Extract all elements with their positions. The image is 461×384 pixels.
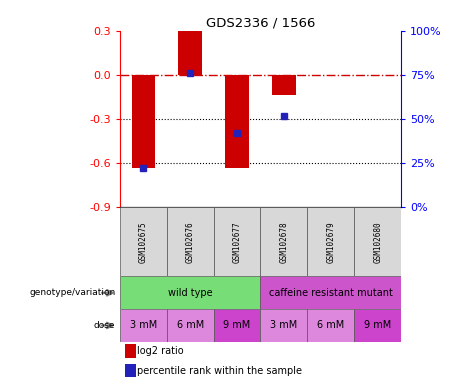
Text: caffeine resistant mutant: caffeine resistant mutant — [269, 288, 393, 298]
Bar — [125, 344, 136, 358]
Bar — [272, 75, 296, 96]
Bar — [120, 276, 260, 309]
Text: 9 mM: 9 mM — [224, 320, 251, 331]
Text: 9 mM: 9 mM — [364, 320, 391, 331]
Bar — [307, 309, 354, 342]
Bar — [307, 207, 354, 276]
Bar — [260, 207, 307, 276]
Bar — [167, 207, 213, 276]
Text: log2 ratio: log2 ratio — [137, 346, 184, 356]
Bar — [125, 364, 136, 377]
Bar — [354, 309, 401, 342]
Bar — [167, 309, 213, 342]
Text: 3 mM: 3 mM — [270, 320, 297, 331]
Text: 3 mM: 3 mM — [130, 320, 157, 331]
Text: dose: dose — [94, 321, 115, 330]
Bar — [354, 207, 401, 276]
Text: genotype/variation: genotype/variation — [29, 288, 115, 297]
Bar — [213, 207, 260, 276]
Text: percentile rank within the sample: percentile rank within the sample — [137, 366, 302, 376]
Bar — [213, 309, 260, 342]
Text: GSM102678: GSM102678 — [279, 221, 289, 263]
Text: GSM102676: GSM102676 — [186, 221, 195, 263]
Text: GSM102675: GSM102675 — [139, 221, 148, 263]
Text: 6 mM: 6 mM — [177, 320, 204, 331]
Text: GSM102680: GSM102680 — [373, 221, 382, 263]
Bar — [120, 309, 167, 342]
Text: GSM102677: GSM102677 — [232, 221, 242, 263]
Text: GSM102679: GSM102679 — [326, 221, 335, 263]
Title: GDS2336 / 1566: GDS2336 / 1566 — [206, 17, 315, 30]
Bar — [260, 276, 401, 309]
Bar — [178, 31, 202, 75]
Bar — [120, 207, 167, 276]
Bar — [225, 75, 249, 167]
Bar — [131, 75, 155, 167]
Text: 6 mM: 6 mM — [317, 320, 344, 331]
Text: wild type: wild type — [168, 288, 213, 298]
Bar — [260, 309, 307, 342]
